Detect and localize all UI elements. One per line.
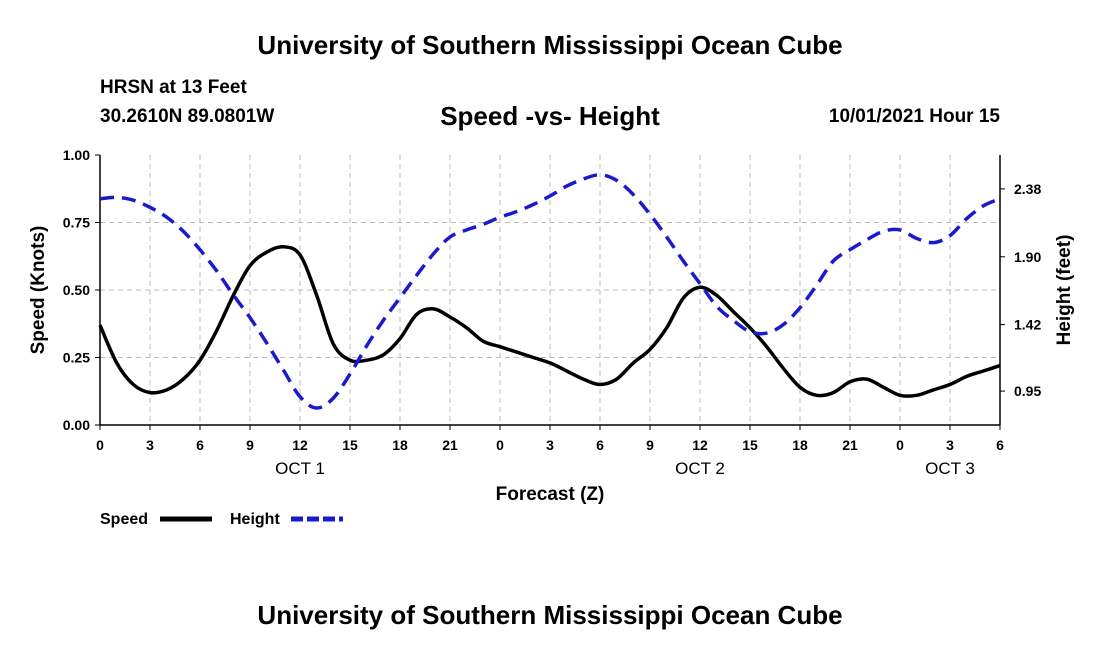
x-tick-label: 9	[246, 437, 254, 453]
day-label: OCT 2	[675, 459, 725, 478]
legend-label-height: Height	[230, 511, 280, 528]
x-tick-label: 6	[996, 437, 1004, 453]
y-tick-label-left: 0.25	[63, 350, 90, 366]
x-tick-label: 3	[946, 437, 954, 453]
station-label: HRSN at 13 Feet	[100, 77, 247, 98]
x-tick-label: 0	[96, 437, 104, 453]
x-tick-label: 3	[146, 437, 154, 453]
x-tick-label: 21	[842, 437, 858, 453]
y-axis-title-left: Speed (Knots)	[28, 226, 49, 355]
y-tick-label-right: 1.90	[1014, 249, 1041, 265]
y-tick-label-left: 0.50	[63, 282, 90, 298]
height-series-line	[99, 173, 1001, 410]
chart-title: Speed -vs- Height	[440, 101, 660, 131]
y-tick-label-left: 0.75	[63, 215, 90, 231]
x-tick-label: 0	[896, 437, 904, 453]
y-tick-label-right: 0.95	[1014, 383, 1041, 399]
x-tick-label: 15	[742, 437, 758, 453]
footer-title: University of Southern Mississippi Ocean…	[257, 600, 843, 630]
x-tick-label: 6	[596, 437, 604, 453]
day-label: OCT 3	[925, 459, 975, 478]
x-tick-label: 18	[792, 437, 808, 453]
x-tick-label: 18	[392, 437, 408, 453]
x-tick-label: 12	[692, 437, 708, 453]
y-tick-label-right: 1.42	[1014, 317, 1041, 333]
y-tick-label-left: 0.00	[63, 417, 90, 433]
speed-series-line	[98, 245, 1001, 398]
x-tick-label: 0	[496, 437, 504, 453]
x-tick-label: 15	[342, 437, 358, 453]
x-tick-label: 6	[196, 437, 204, 453]
day-label: OCT 1	[275, 459, 325, 478]
y-tick-label-left: 1.00	[63, 147, 90, 163]
y-tick-label-right: 2.38	[1014, 181, 1041, 197]
page-title: University of Southern Mississippi Ocean…	[257, 30, 843, 60]
x-tick-label: 21	[442, 437, 458, 453]
coordinates-label: 30.2610N 89.0801W	[100, 106, 275, 127]
legend-label-speed: Speed	[100, 511, 148, 528]
x-tick-label: 12	[292, 437, 308, 453]
x-tick-label: 9	[646, 437, 654, 453]
y-axis-title-right: Height (feet)	[1054, 235, 1075, 346]
forecast-datetime: 10/01/2021 Hour 15	[828, 106, 1000, 127]
x-tick-label: 3	[546, 437, 554, 453]
x-axis-title: Forecast (Z)	[496, 484, 605, 505]
